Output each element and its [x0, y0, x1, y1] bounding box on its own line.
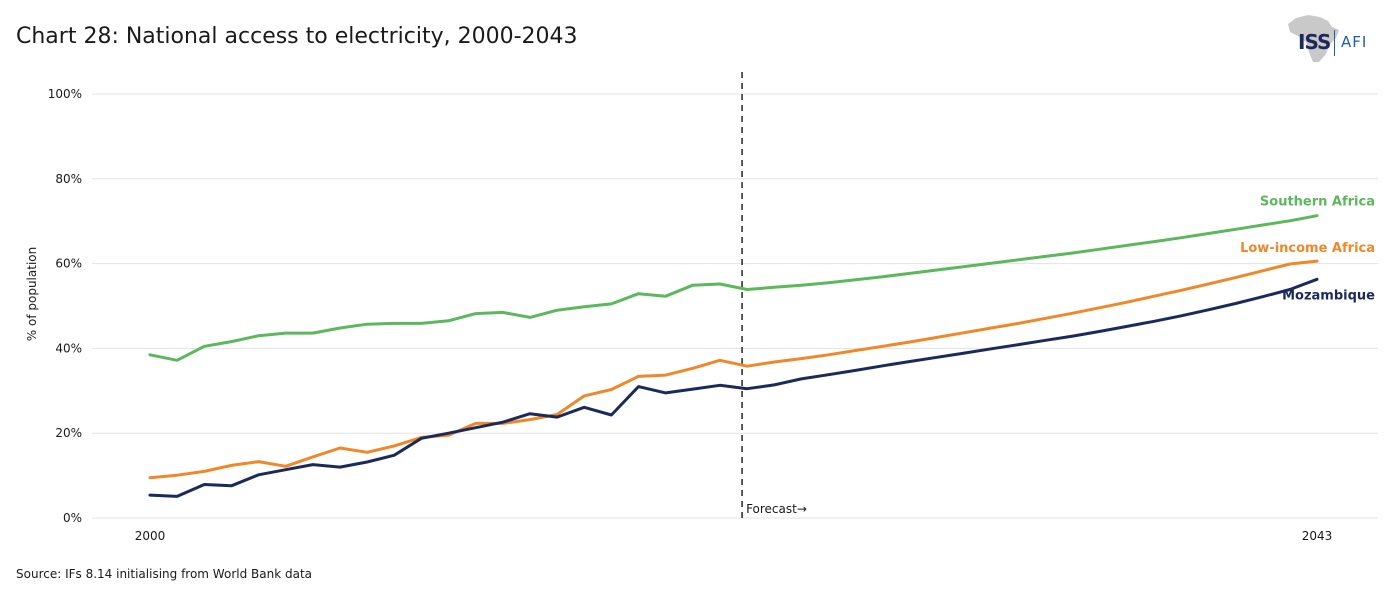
y-axis-label: % of population	[25, 247, 39, 341]
logo-divider	[1334, 30, 1335, 56]
y-tick-label: 80%	[55, 172, 82, 186]
forecast-label: Forecast→	[746, 502, 807, 516]
series-line-southern-africa	[148, 214, 1319, 362]
iss-afi-logo: ISS AFI	[1276, 12, 1376, 66]
x-tick-label: 2000	[135, 529, 166, 543]
grid-lines	[92, 93, 1378, 519]
x-tick-label: 2043	[1302, 529, 1333, 543]
y-tick-label: 60%	[55, 257, 82, 271]
series-line-low-income-africa	[148, 259, 1319, 480]
y-tick-label: 0%	[63, 511, 82, 525]
logo-afi-text: AFI	[1341, 33, 1368, 51]
chart-title: Chart 28: National access to electricity…	[16, 24, 578, 49]
series-label: Southern Africa	[1260, 195, 1375, 210]
series-label: Low-income Africa	[1240, 241, 1375, 256]
y-tick-labels: 0% 20% 40% 60% 80% 100%	[48, 87, 82, 525]
source-note: Source: IFs 8.14 initialising from World…	[16, 567, 312, 581]
logo-iss-text: ISS	[1298, 30, 1331, 54]
x-tick-labels: 2000 2043	[135, 529, 1333, 543]
series-line-mozambique	[148, 277, 1319, 498]
forecast-marker: Forecast→	[741, 72, 807, 518]
series-lines	[148, 214, 1319, 498]
y-tick-label: 100%	[48, 87, 82, 101]
series-label: Mozambique	[1282, 288, 1375, 303]
y-tick-label: 20%	[55, 426, 82, 440]
series-labels: Southern Africa Low-income Africa Mozambiq…	[1240, 195, 1375, 304]
africa-map-icon	[1288, 15, 1339, 62]
y-tick-label: 40%	[55, 341, 82, 355]
